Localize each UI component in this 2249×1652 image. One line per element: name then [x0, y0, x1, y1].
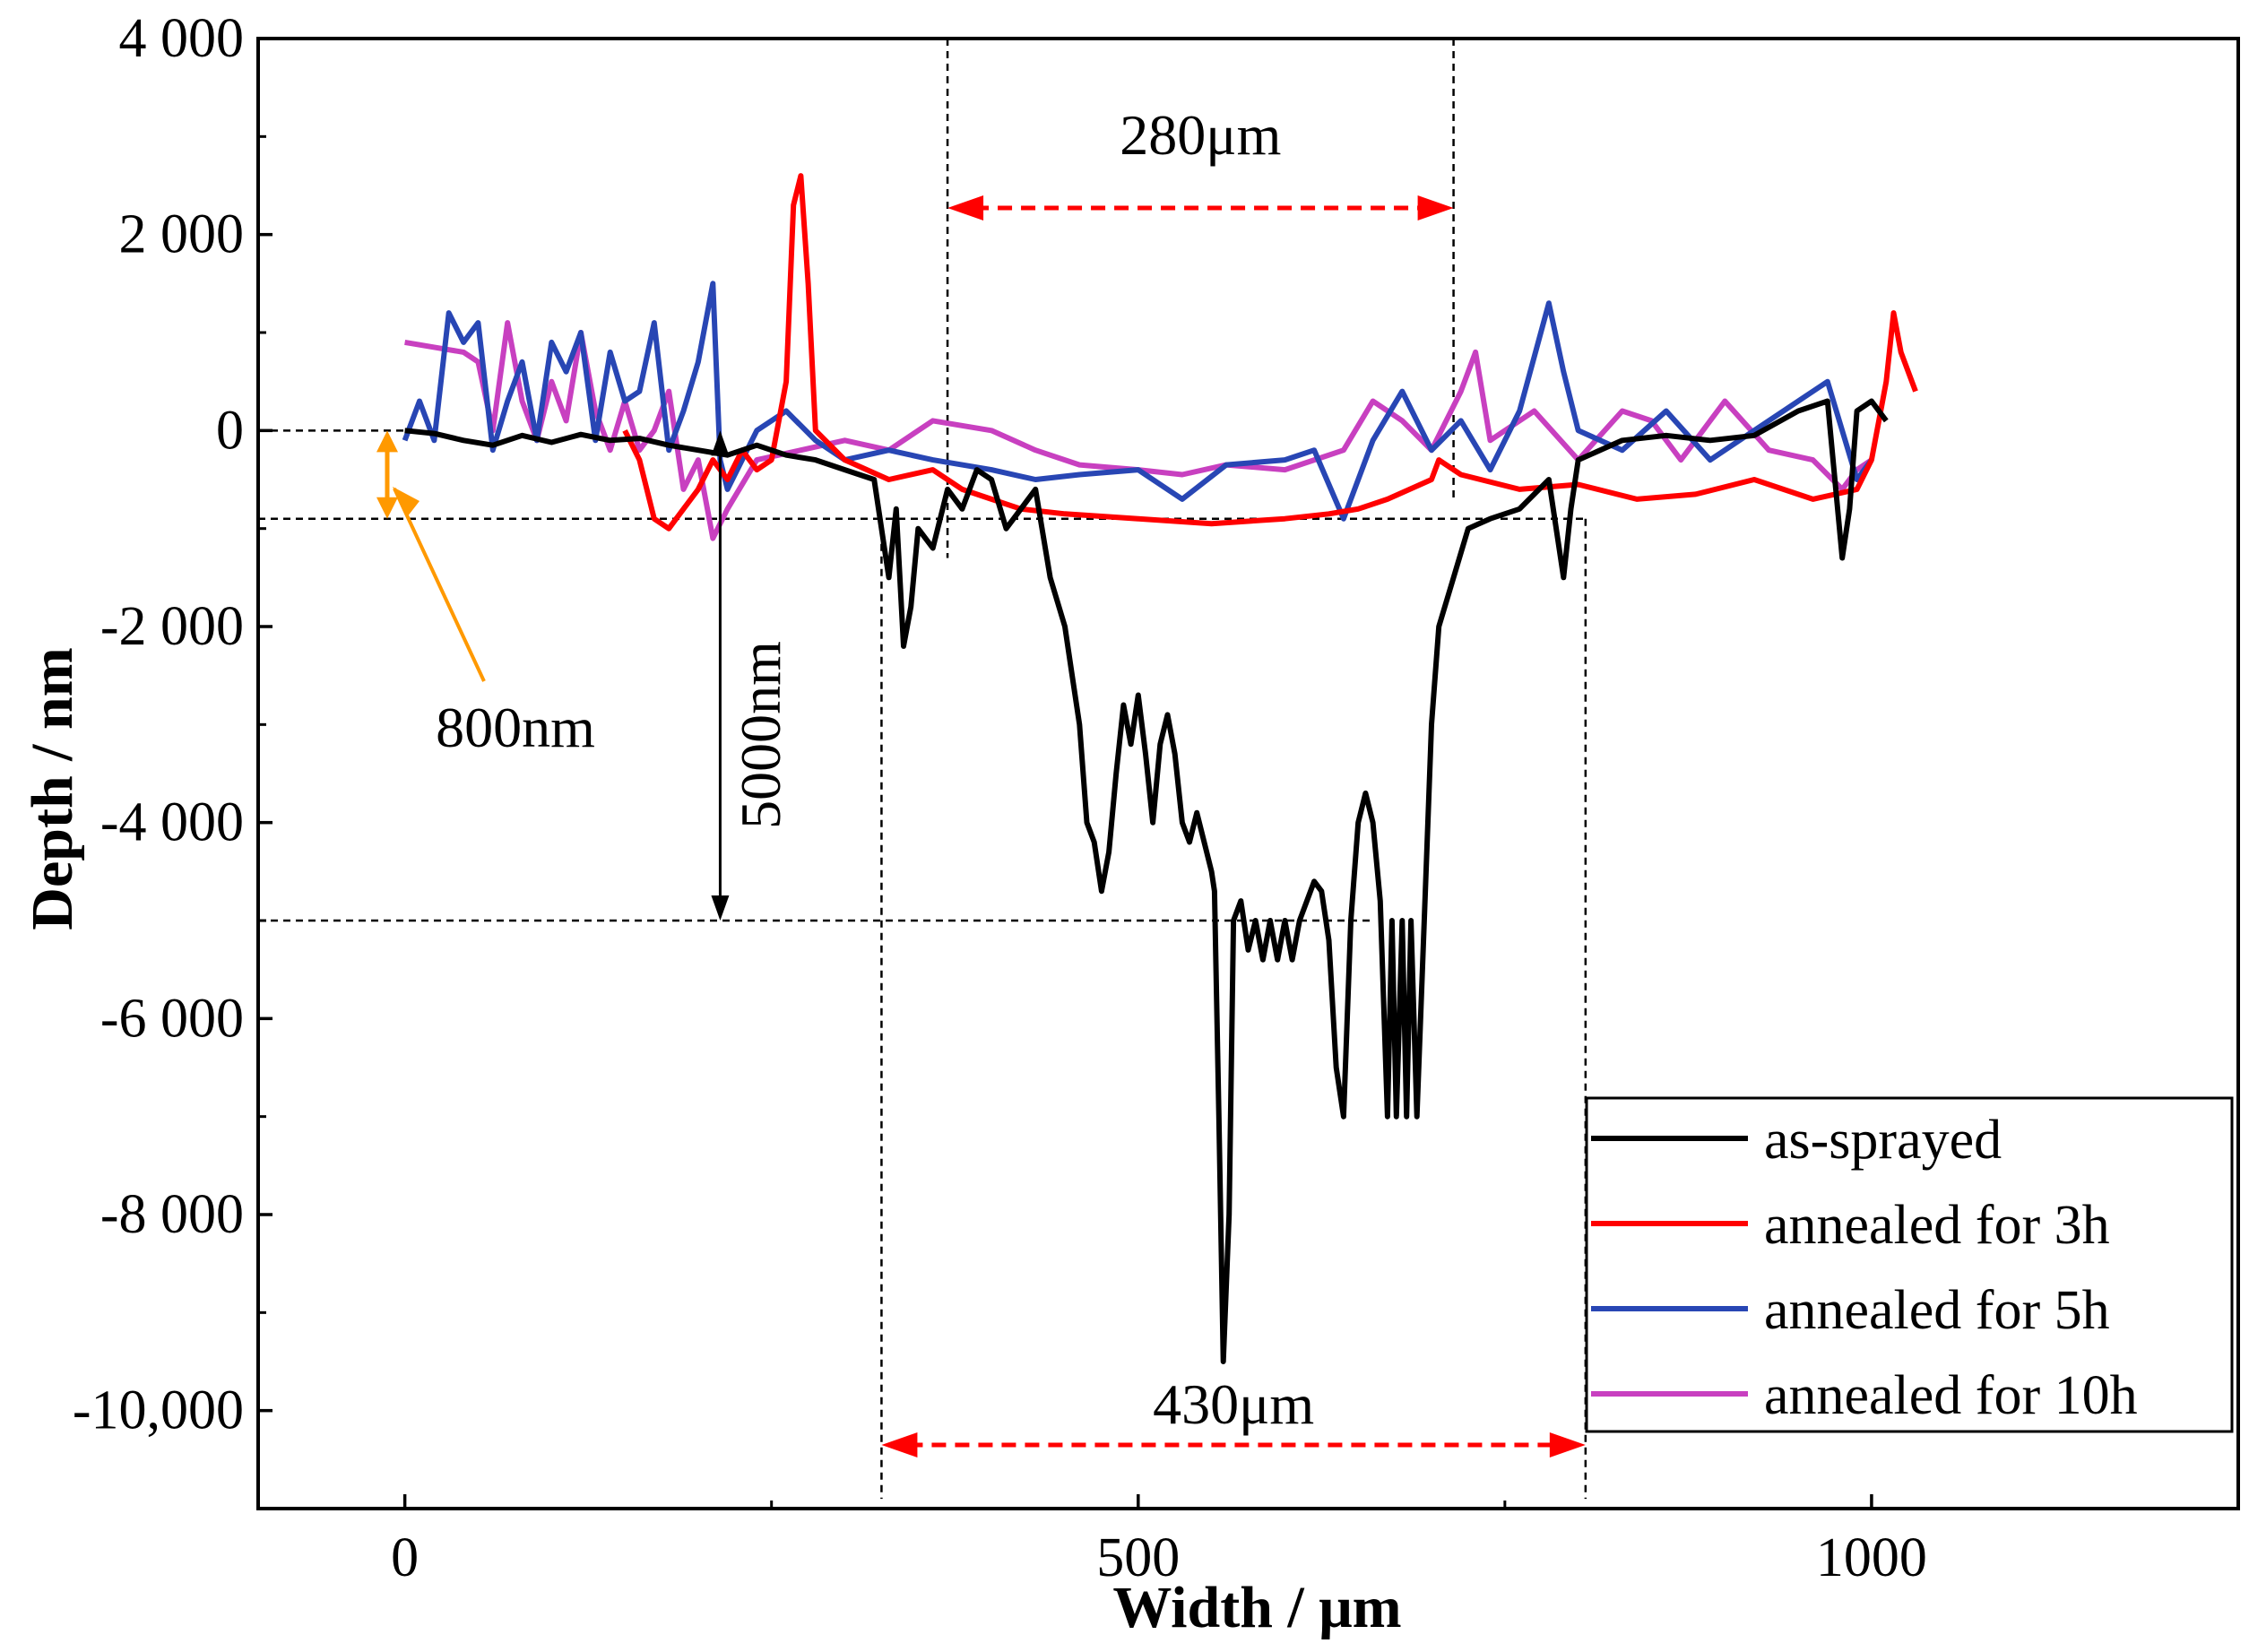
arrow-430-head-right [1549, 1432, 1586, 1457]
y-tick-label: 2 000 [119, 204, 245, 265]
y-tick-label: -4 000 [100, 792, 244, 853]
plot-frame [256, 37, 2240, 1510]
legend-label-3: annealed for 10h [1764, 1365, 2138, 1426]
pointer-800nm-head [392, 487, 420, 517]
x-tick-label: 500 [1096, 1527, 1180, 1588]
y-tick-label: 4 000 [119, 8, 245, 69]
arrow-280-head-right [1417, 195, 1454, 221]
label-5000nm: 5000nm [729, 641, 792, 829]
label-800nm: 800nm [436, 696, 595, 759]
legend-box [1585, 1096, 2234, 1433]
arrow-800nm-head-bottom [376, 497, 398, 519]
pointer-800nm-line [393, 488, 486, 682]
y-tick-label: -10,000 [73, 1380, 244, 1441]
series-line-3 [404, 320, 1873, 541]
arrow-5000nm-head-top [711, 430, 730, 456]
series-line-2 [402, 281, 1874, 522]
series-group [402, 173, 1918, 1364]
x-tick-label: 0 [391, 1527, 419, 1588]
y-tick-label: -6 000 [100, 988, 244, 1049]
legend-label-0: as-sprayed [1764, 1110, 2002, 1171]
x-tick-label: 1000 [1816, 1527, 1927, 1588]
arrow-5000nm-head-bottom [711, 895, 730, 921]
y-tick-label: 0 [216, 400, 244, 461]
axes: 4 000 2 000 0 -2 000 -4 000 -6 000 -8 000 -10,0… [20, 8, 2240, 1640]
x-axis-title: Width / μm [1112, 1575, 1401, 1640]
y-tick-label: -8 000 [100, 1184, 244, 1245]
legend-label-2: annealed for 5h [1764, 1280, 2110, 1341]
y-tick-label: -2 000 [100, 596, 244, 657]
label-280um: 280μm [1120, 103, 1281, 167]
legend-label-1: annealed for 3h [1764, 1195, 2110, 1256]
series-line-0 [404, 398, 1889, 1364]
arrow-800nm-head-top [376, 430, 398, 453]
legend: as-sprayed annealed for 3h annealed for 5h… [1585, 1096, 2234, 1433]
arrow-430-head-left [881, 1432, 918, 1457]
series-line-1 [622, 173, 1918, 532]
annotations: 280μm 430μm 5000nm 800nm [376, 103, 1586, 1457]
y-axis-title: Depth / nm [20, 647, 85, 930]
label-430um: 430μm [1153, 1372, 1314, 1436]
arrow-280-head-left [947, 195, 984, 221]
